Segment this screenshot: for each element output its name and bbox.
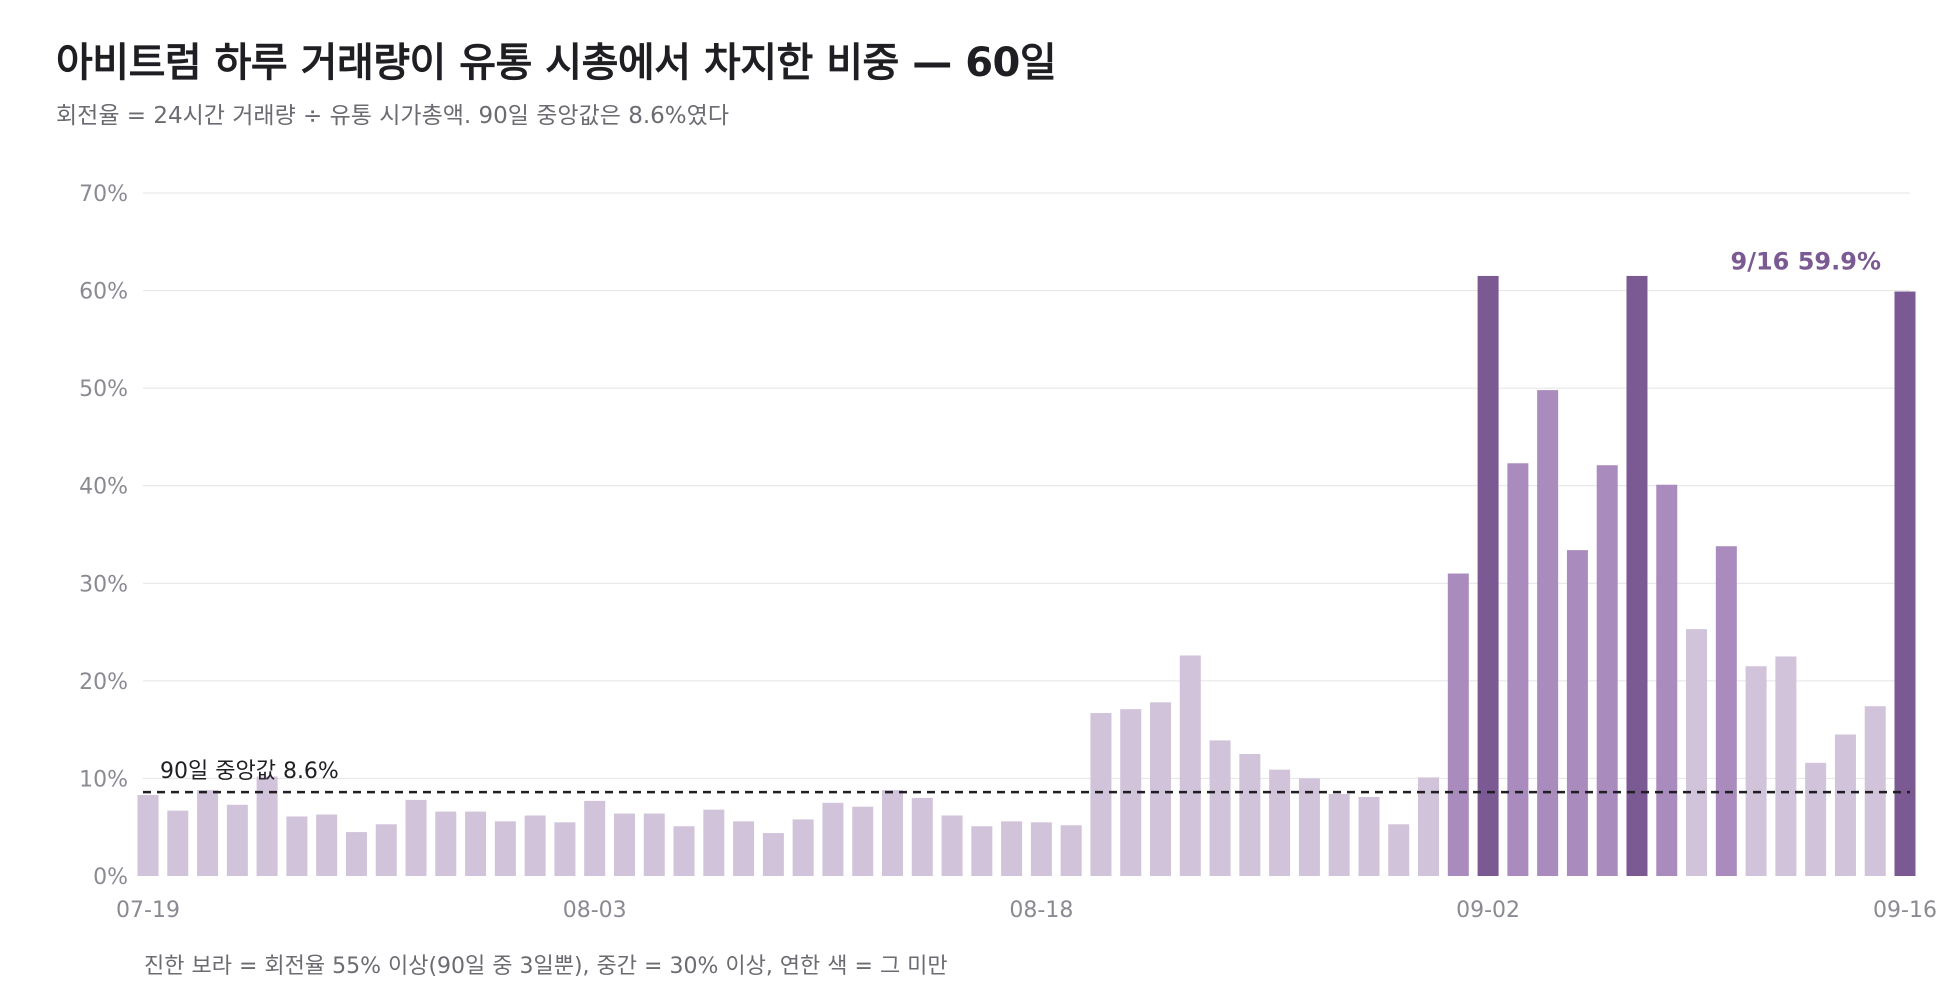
y-tick-label: 10% [79, 767, 128, 792]
y-tick-label: 0% [93, 865, 128, 890]
x-tick-label: 07-19 [116, 898, 180, 923]
x-tick-label: 09-02 [1456, 898, 1520, 923]
x-tick-label: 09-16 [1873, 898, 1937, 923]
bar [1775, 656, 1797, 876]
bar [1745, 666, 1767, 876]
bar [1209, 740, 1231, 876]
median-label: 90일 중앙값 8.6% [160, 759, 339, 784]
bar [1864, 706, 1886, 876]
bar [316, 814, 338, 876]
bar [971, 826, 993, 876]
bar [1715, 546, 1737, 876]
bar [167, 810, 189, 876]
y-tick-label: 50% [79, 377, 128, 402]
bar [852, 806, 874, 876]
bar [1001, 821, 1023, 876]
y-tick-label: 60% [79, 280, 128, 305]
bar [494, 821, 516, 876]
bar [1834, 734, 1856, 876]
bar [673, 826, 695, 876]
x-axis-ticks: 07-19 08-03 08-18 09-02 09-16 [116, 898, 1937, 923]
bar [1090, 713, 1112, 876]
bar [524, 815, 546, 876]
bar [1358, 796, 1380, 876]
bar [1507, 463, 1529, 876]
bar [1269, 769, 1291, 876]
y-tick-label: 30% [79, 572, 128, 597]
bar [137, 795, 159, 876]
bar [584, 800, 606, 876]
median-layer: 90일 중앙값 8.6% [143, 759, 1910, 794]
bar [792, 819, 814, 876]
peak-callout: 9/16 59.9% [1731, 248, 1881, 276]
y-tick-label: 20% [79, 670, 128, 695]
bar [435, 811, 457, 876]
x-tick-label: 08-03 [563, 898, 627, 923]
bar [405, 799, 427, 876]
bar [465, 811, 487, 876]
bar [1566, 550, 1588, 876]
bar [286, 816, 308, 876]
y-tick-label: 70% [79, 182, 128, 207]
bar [1150, 702, 1172, 876]
bar [613, 813, 635, 876]
bar [1418, 777, 1440, 876]
y-tick-label: 40% [79, 475, 128, 500]
bar [911, 797, 933, 876]
bar [1894, 291, 1916, 877]
bar [1596, 465, 1618, 876]
bar [941, 815, 963, 876]
chart-title: 아비트럼 하루 거래량이 유통 시총에서 차지한 비중 — 60일 [56, 40, 1057, 86]
bar [1477, 275, 1499, 877]
bar [256, 776, 278, 876]
bar [375, 824, 397, 876]
bar [1656, 484, 1678, 876]
bar [1388, 824, 1410, 876]
bar [1239, 754, 1261, 876]
color-legend-note: 진한 보라 = 회전율 55% 이상(90일 중 3일뿐), 중간 = 30% … [144, 954, 948, 979]
bar [643, 813, 665, 876]
bar [1626, 275, 1648, 877]
bar [733, 821, 755, 876]
bar [703, 809, 725, 876]
bar [1537, 390, 1559, 876]
bar [1030, 822, 1052, 876]
bar [345, 832, 367, 876]
chart-subtitle: 회전율 = 24시간 거래량 ÷ 유통 시가총액. 90일 중앙값은 8.6%였… [56, 103, 729, 129]
bar [1686, 629, 1708, 876]
bar [762, 833, 784, 876]
x-tick-label: 08-18 [1009, 898, 1073, 923]
bar [1298, 778, 1320, 876]
bar [1447, 573, 1469, 876]
bar [822, 802, 844, 876]
bar [1060, 825, 1082, 876]
bar [554, 822, 576, 876]
bar-layer [137, 275, 1916, 877]
bar [197, 790, 219, 876]
bar [1179, 655, 1201, 876]
bar [1805, 762, 1827, 876]
bar [1328, 794, 1350, 876]
bar [226, 804, 248, 876]
bar [881, 790, 903, 876]
